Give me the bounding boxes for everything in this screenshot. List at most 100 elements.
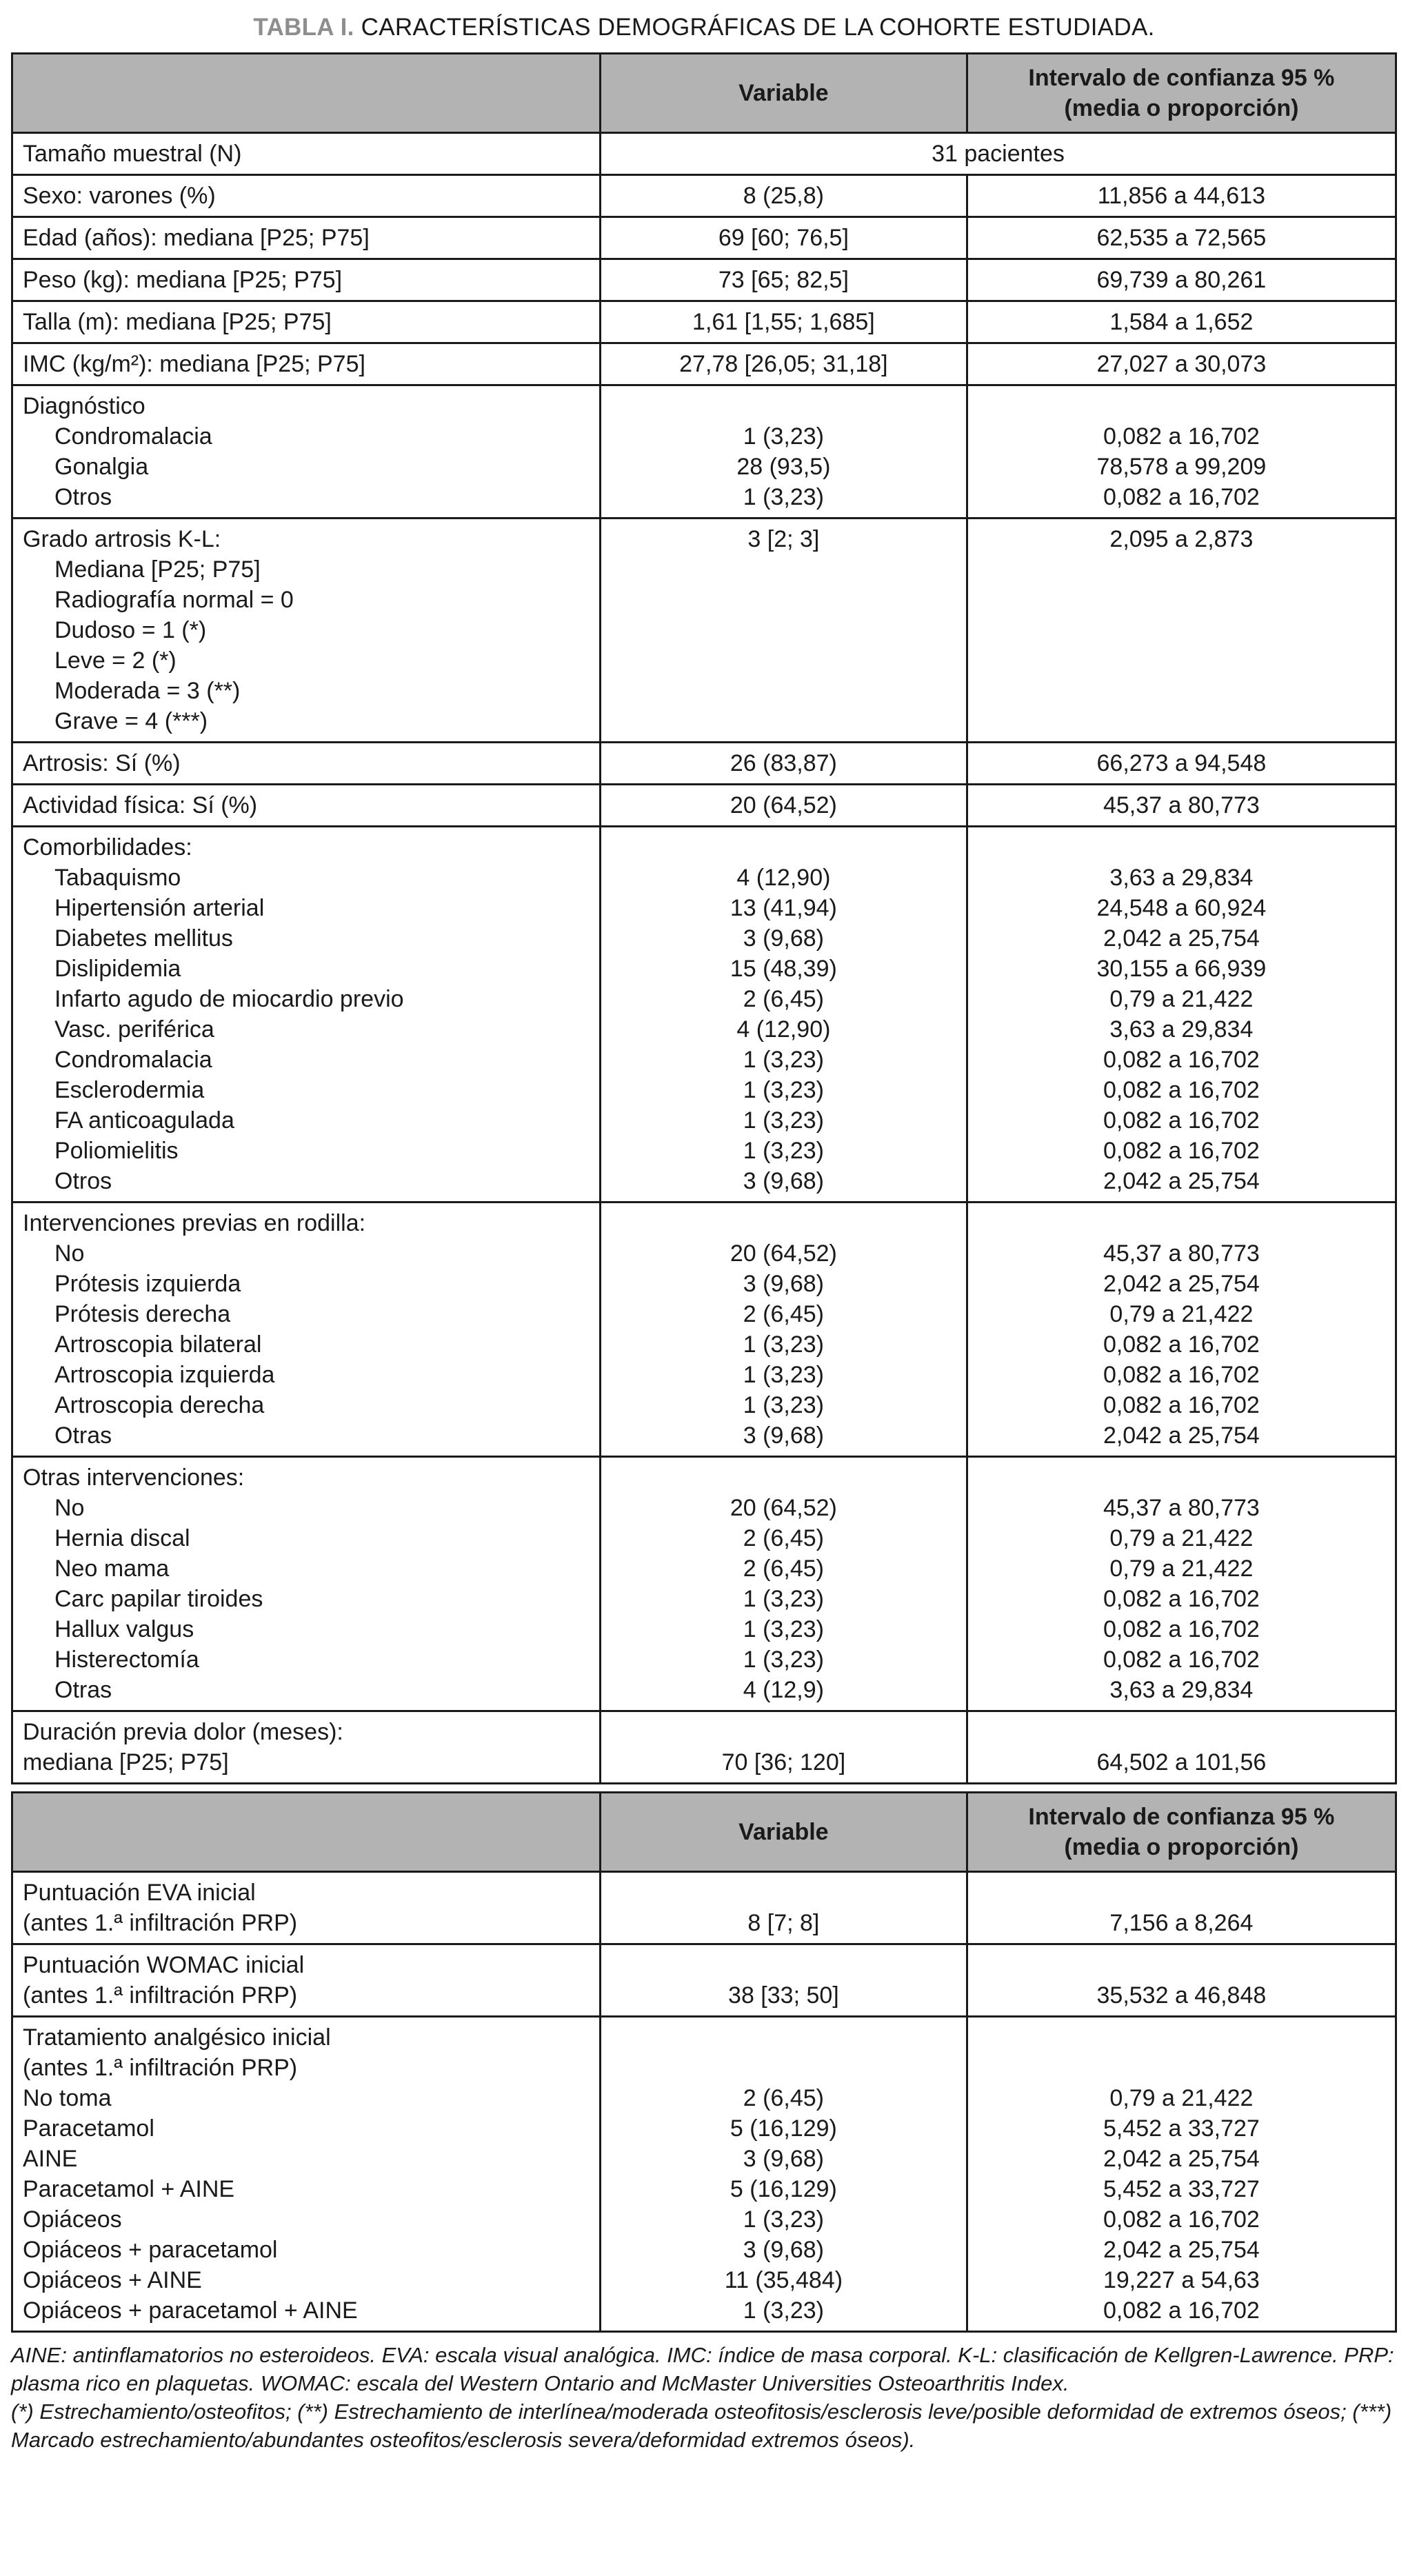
row-labels: Peso (kg): mediana [P25; P75] bbox=[11, 258, 601, 302]
ci-value: 30,155 a 66,939 bbox=[1096, 956, 1267, 982]
row-label-line: AINE bbox=[23, 2146, 78, 2172]
row-label-line: Artroscopia bilateral bbox=[54, 1331, 262, 1358]
ci-value: 2,042 a 25,754 bbox=[1103, 1422, 1260, 1449]
row-label-line: Peso (kg): mediana [P25; P75] bbox=[23, 267, 343, 293]
variable-value: 69 [60; 76,5] bbox=[718, 225, 849, 251]
row-label-line: Intervenciones previas en rodilla: bbox=[23, 1210, 366, 1236]
ci-value: 0,79 a 21,422 bbox=[1109, 986, 1254, 1012]
ci-value: 3,63 a 29,834 bbox=[1109, 1016, 1254, 1043]
row-label-line: Moderada = 3 (**) bbox=[54, 678, 241, 704]
variable-value: 3 (9,68) bbox=[743, 1271, 824, 1297]
ci-value: 2,095 a 2,873 bbox=[1109, 526, 1254, 552]
table-row: Actividad física: Sí (%) 20 (64,52) 45,37 … bbox=[11, 783, 1398, 827]
variable-value bbox=[611, 585, 956, 615]
row-cis: 3,63 a 29,834 24,548 a 60,924 2,042 a 25,7… bbox=[965, 825, 1398, 1203]
ci-value: 35,532 a 46,848 bbox=[1096, 1982, 1267, 2009]
row-variables: 2 (6,45) 5 (16,129) 3 (9,68) 5 (16,129) 1 (3… bbox=[599, 2015, 968, 2333]
table-row: Talla (m): mediana [P25; P75] 1,61 [1,55;… bbox=[11, 300, 1398, 344]
header-ci: Intervalo de confianza 95 % (media o prop… bbox=[965, 52, 1398, 134]
header-blank-cell bbox=[11, 1791, 601, 1873]
ci-value: 64,502 a 101,56 bbox=[1096, 1749, 1267, 1775]
table-title-prefix: TABLA I. bbox=[253, 14, 354, 41]
row-label-line: Otras bbox=[54, 1677, 112, 1703]
ci-value: 62,535 a 72,565 bbox=[1096, 225, 1267, 251]
row-label-line: Infarto agudo de miocardio previo bbox=[54, 986, 404, 1012]
row-label-line: Histerectomía bbox=[54, 1647, 199, 1673]
row-labels: Intervenciones previas en rodilla: No Prót… bbox=[11, 1201, 601, 1458]
row-cis: 0,082 a 16,702 78,578 a 99,209 0,082 a 16,… bbox=[965, 384, 1398, 519]
ci-value: 1,584 a 1,652 bbox=[1109, 309, 1254, 335]
row-cis: 45,37 a 80,773 2,042 a 25,754 0,79 a 21,42… bbox=[965, 1201, 1398, 1458]
row-variables: 70 [36; 120] bbox=[599, 1710, 968, 1784]
variable-value: 28 (93,5) bbox=[736, 454, 831, 480]
ci-value bbox=[978, 645, 1385, 676]
variable-value: 1 (3,23) bbox=[743, 1138, 824, 1164]
table-title-text: CARACTERÍSTICAS DEMOGRÁFICAS DE LA COHOR… bbox=[361, 14, 1155, 41]
variable-value: 2 (6,45) bbox=[743, 1301, 824, 1327]
row-variables: 4 (12,90) 13 (41,94) 3 (9,68) 15 (48,39) 2 (… bbox=[599, 825, 968, 1203]
row-label-line: Sexo: varones (%) bbox=[23, 183, 216, 209]
variable-value: 1 (3,23) bbox=[743, 1392, 824, 1418]
row-label-line: (antes 1.ª infiltración PRP) bbox=[23, 1982, 298, 2009]
variable-value: 1 (3,23) bbox=[743, 1077, 824, 1103]
row-label-line: Hallux valgus bbox=[54, 1616, 194, 1642]
row-label-line: IMC (kg/m²): mediana [P25; P75] bbox=[23, 351, 365, 377]
variable-value: 3 (9,68) bbox=[743, 925, 824, 952]
row-label-line: FA anticoagulada bbox=[54, 1107, 234, 1134]
row-label-line: No bbox=[54, 1495, 85, 1521]
variable-value: 2 (6,45) bbox=[743, 986, 824, 1012]
ci-value: 0,082 a 16,702 bbox=[1103, 1077, 1260, 1103]
variable-value: 4 (12,90) bbox=[736, 865, 831, 891]
variable-value bbox=[611, 2053, 956, 2083]
header-variable: Variable bbox=[599, 1791, 968, 1873]
variable-value bbox=[611, 832, 956, 863]
footnote-line: (*) Estrechamiento/osteofitos; (**) Estr… bbox=[11, 2399, 1392, 2452]
table-row: Peso (kg): mediana [P25; P75] 73 [65; 82,… bbox=[11, 258, 1398, 302]
ci-value bbox=[978, 391, 1385, 421]
row-label-line: Esclerodermia bbox=[54, 1077, 205, 1103]
variable-value: 1 (3,23) bbox=[743, 2206, 824, 2233]
row-variables: 73 [65; 82,5] bbox=[599, 258, 968, 302]
variable-value: 4 (12,90) bbox=[736, 1016, 831, 1043]
table-row: Puntuación EVA inicial (antes 1.ª infiltr… bbox=[11, 1871, 1398, 1945]
row-label-line: Comorbilidades: bbox=[23, 834, 192, 861]
table-row: Diagnóstico Condromalacia Gonalgia Otros 1 … bbox=[11, 384, 1398, 519]
row-labels: Artrosis: Sí (%) bbox=[11, 741, 601, 785]
row-label-line: (antes 1.ª infiltración PRP) bbox=[23, 1910, 298, 1936]
ci-value: 0,082 a 16,702 bbox=[1103, 1107, 1260, 1134]
row-labels: Sexo: varones (%) bbox=[11, 174, 601, 218]
row-cis: 0,79 a 21,422 5,452 a 33,727 2,042 a 25,75… bbox=[965, 2015, 1398, 2333]
ci-value: 0,082 a 16,702 bbox=[1103, 1586, 1260, 1612]
row-labels: Duración previa dolor (meses): mediana [P… bbox=[11, 1710, 601, 1784]
variable-value bbox=[611, 1208, 956, 1238]
row-labels: Puntuación WOMAC inicial (antes 1.ª infil… bbox=[11, 1943, 601, 2017]
variable-value: 2 (6,45) bbox=[743, 2085, 824, 2111]
ci-value: 0,082 a 16,702 bbox=[1103, 2297, 1260, 2324]
ci-value: 45,37 a 80,773 bbox=[1103, 792, 1260, 818]
row-cis: 7,156 a 8,264 bbox=[965, 1871, 1398, 1945]
header-ci-line2: (media o proporción) bbox=[1064, 1834, 1299, 1860]
row-variables: 38 [33; 50] bbox=[599, 1943, 968, 2017]
variable-value: 8 (25,8) bbox=[743, 183, 824, 209]
row-label-line: Prótesis derecha bbox=[54, 1301, 231, 1327]
variable-value: 1 (3,23) bbox=[743, 2297, 824, 2324]
variable-value: 15 (48,39) bbox=[730, 956, 837, 982]
variable-value bbox=[611, 2022, 956, 2053]
header-ci: Intervalo de confianza 95 % (media o prop… bbox=[965, 1791, 1398, 1873]
row-label-line: Grave = 4 (***) bbox=[54, 708, 208, 734]
row-variables: 3 [2; 3] bbox=[599, 517, 968, 743]
table-row: Sexo: varones (%) 8 (25,8) 11,856 a 44,613 bbox=[11, 174, 1398, 218]
footnote-line: AINE: antinflamatorios no esteroideos. E… bbox=[11, 2343, 1394, 2395]
ci-value: 45,37 a 80,773 bbox=[1103, 1495, 1260, 1521]
row-label-line: (antes 1.ª infiltración PRP) bbox=[23, 2055, 298, 2081]
variable-value: 3 (9,68) bbox=[743, 2237, 824, 2263]
variable-value: 26 (83,87) bbox=[730, 750, 837, 776]
table-row: Artrosis: Sí (%) 26 (83,87) 66,273 a 94,54… bbox=[11, 741, 1398, 785]
row-label-line: Diabetes mellitus bbox=[54, 925, 233, 952]
variable-value: 20 (64,52) bbox=[730, 792, 837, 818]
variable-value bbox=[611, 554, 956, 585]
row-label-line: Vasc. periférica bbox=[54, 1016, 214, 1043]
ci-value: 11,856 a 44,613 bbox=[1097, 183, 1266, 209]
variable-value: 1 (3,23) bbox=[743, 423, 824, 450]
ci-value: 5,452 a 33,727 bbox=[1103, 2115, 1260, 2142]
